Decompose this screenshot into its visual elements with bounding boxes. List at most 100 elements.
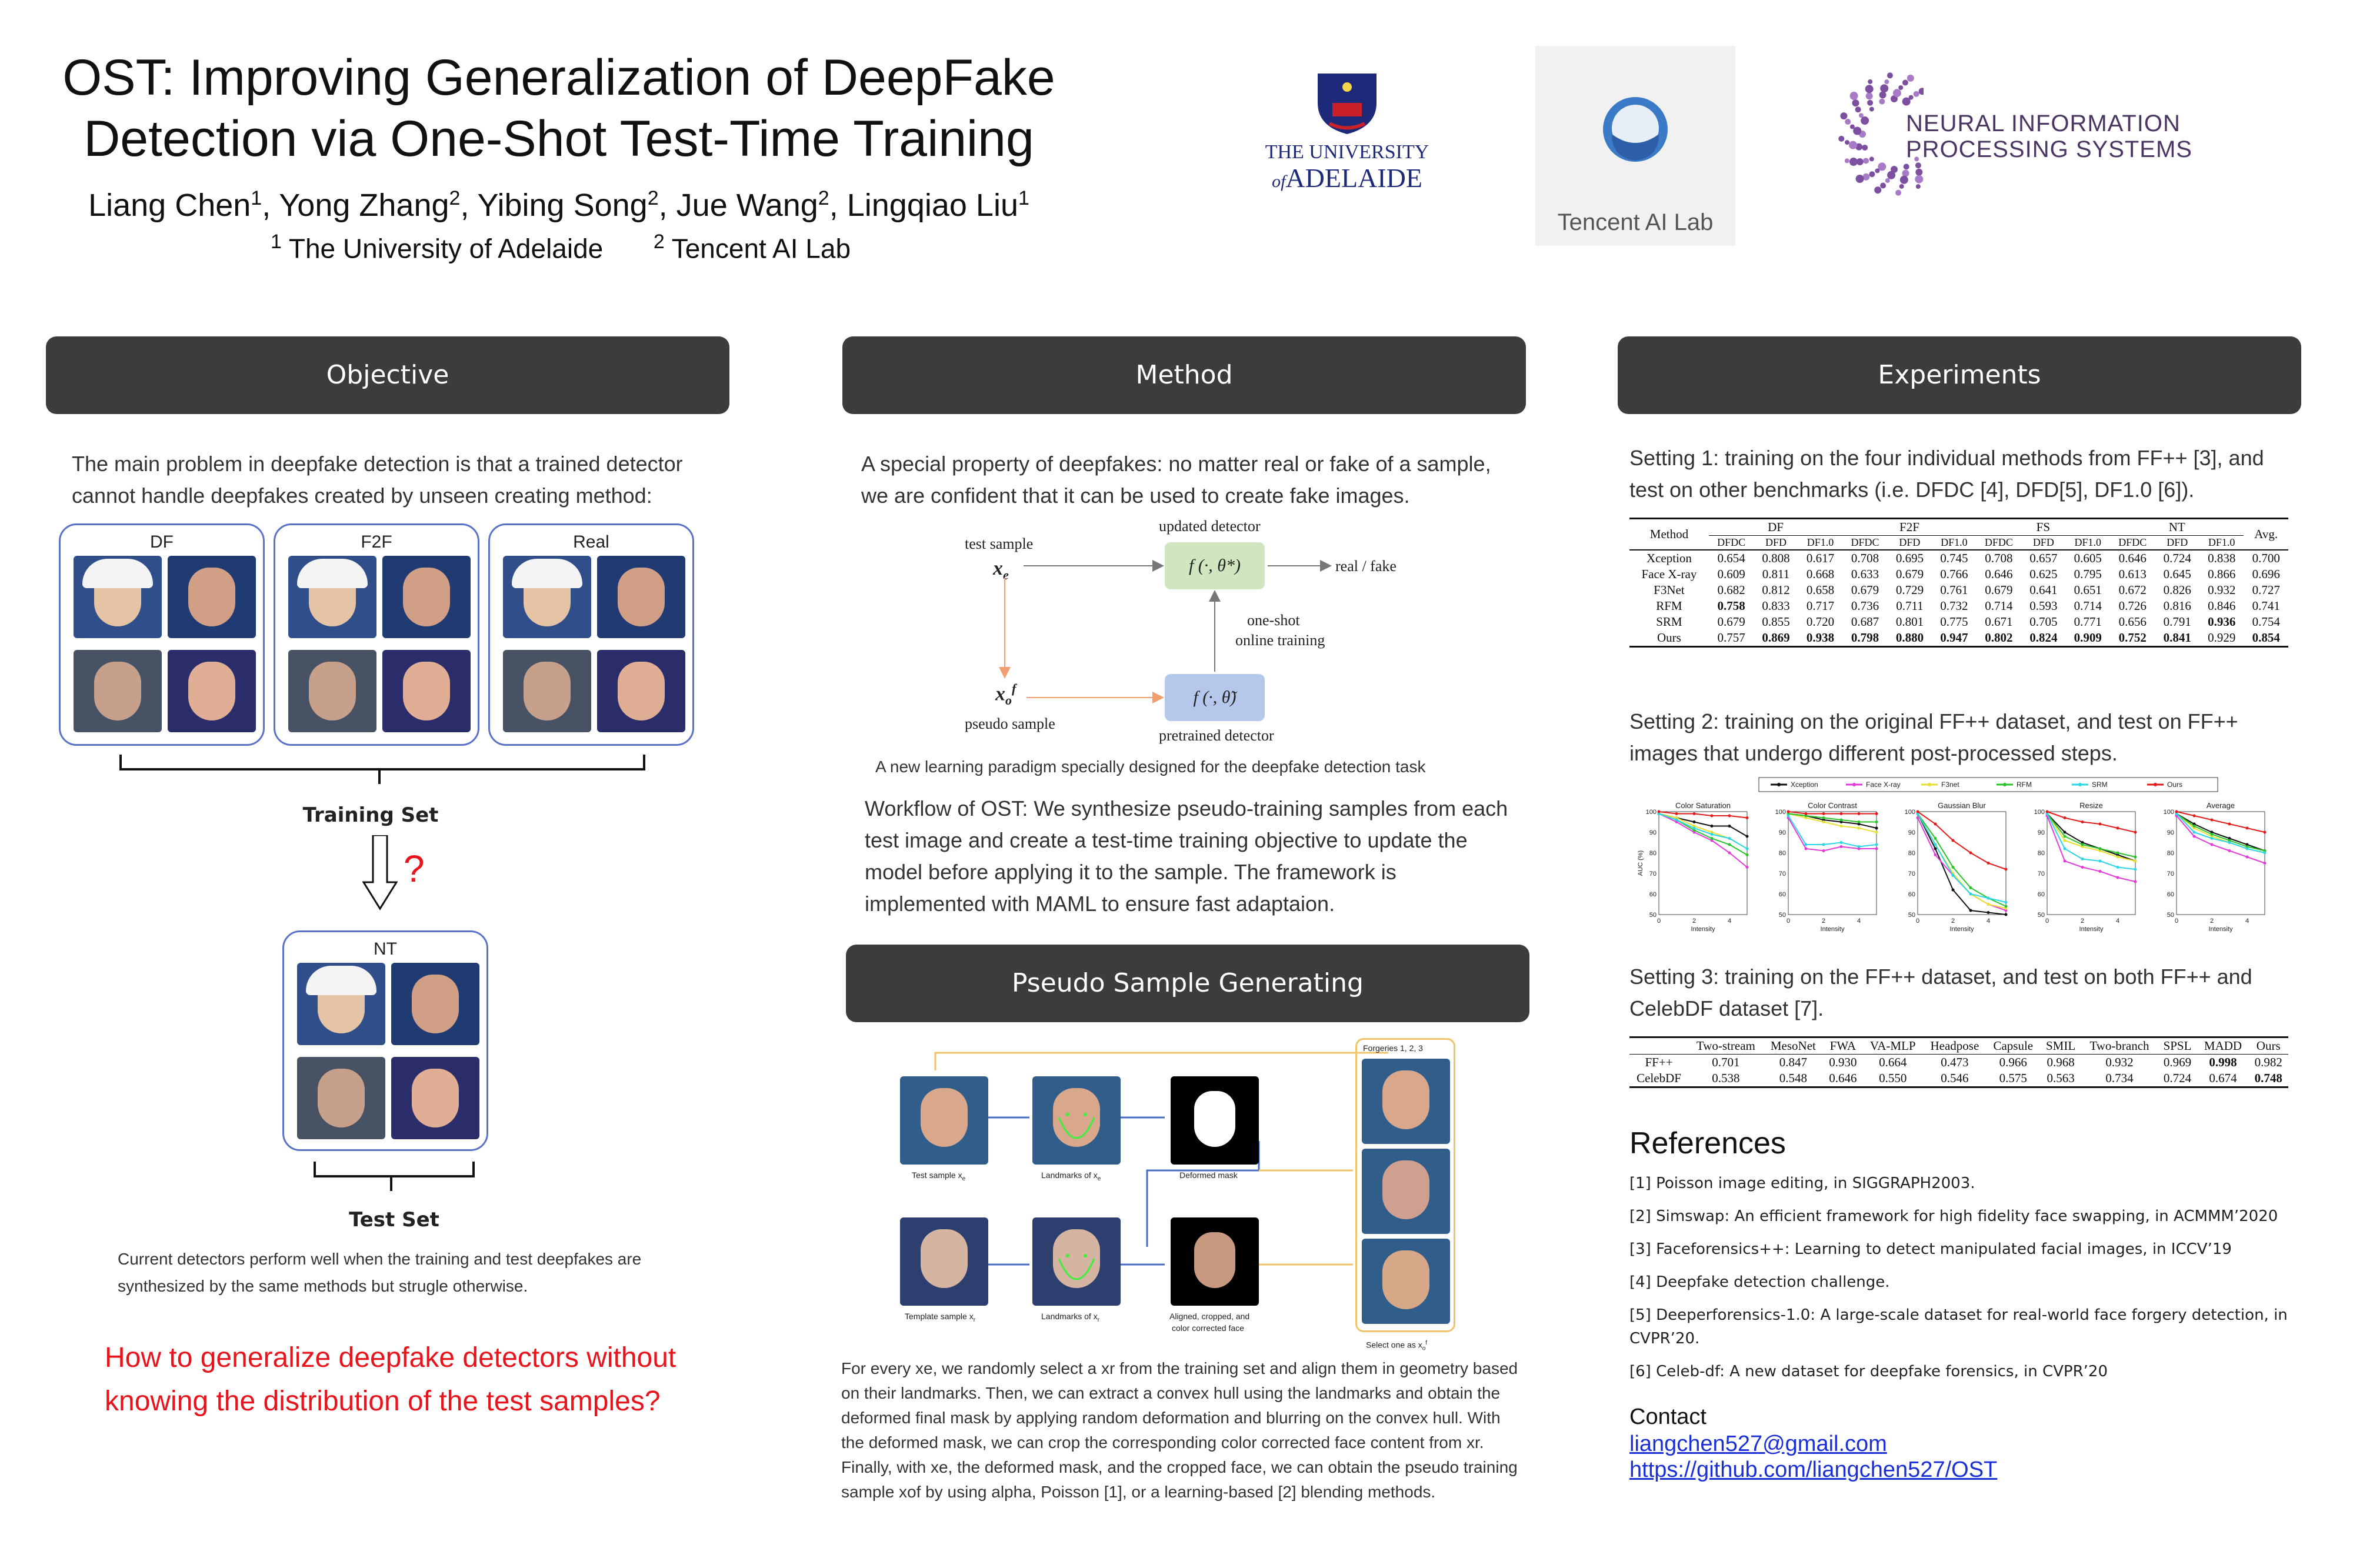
forgeries-box: Forgeries 1, 2, 3 — [1355, 1038, 1455, 1332]
y-tick-label: 70 — [1908, 870, 1915, 878]
lbl-landmarks-e-sub: e — [1097, 1175, 1101, 1182]
series-point — [1710, 837, 1714, 840]
y-tick-label: 60 — [2038, 891, 2045, 898]
neurips-dot — [1895, 189, 1902, 196]
neurips-dot — [1869, 156, 1874, 162]
series-point — [1675, 818, 1678, 822]
objective-intro: The main problem in deepfake detection i… — [72, 452, 683, 508]
series-point — [1934, 853, 1937, 856]
series-point — [2228, 837, 2231, 840]
t1-cell: 0.736 — [1851, 599, 1879, 613]
y-tick-label: 60 — [1649, 891, 1657, 898]
neurips-dot — [1863, 158, 1869, 164]
adelaide-line1: THE UNIVERSITY — [1265, 141, 1429, 163]
t3-cell: 0.548 — [1779, 1071, 1807, 1085]
legend-label: SRM — [2092, 780, 2108, 789]
t1-cell: 0.812 — [1762, 583, 1790, 597]
series-line — [2047, 813, 2136, 862]
test-face-image — [297, 963, 385, 1045]
series-point — [2228, 839, 2231, 842]
series-point — [2134, 868, 2137, 871]
t1-cell: 0.700 — [2252, 551, 2280, 565]
series-point — [1951, 888, 1955, 892]
lbl-test-sub: e — [962, 1175, 966, 1182]
series-point — [1822, 818, 1825, 822]
adelaide-logo: THE UNIVERSITY ofADELAIDE — [1265, 71, 1429, 200]
t3-cell: 0.538 — [1712, 1071, 1740, 1085]
t3-col-header: MADD — [2204, 1039, 2242, 1053]
series-point — [1675, 816, 1678, 819]
series-line — [1788, 813, 1877, 823]
author-name: Liang Chen — [88, 188, 251, 223]
group-label-f2f: F2F — [361, 532, 392, 552]
series-line — [1788, 811, 1877, 815]
panel-frame — [1658, 811, 1748, 915]
t3-cell: 0.968 — [2047, 1055, 2075, 1069]
train-face-image — [597, 556, 685, 638]
t3-cell: 0.550 — [1879, 1071, 1907, 1085]
t1-cell: 0.929 — [2208, 630, 2236, 645]
series-line — [1788, 815, 1877, 848]
poster-title: OST: Improving Generalization of DeepFak… — [47, 47, 1071, 169]
t1-sub-header: DFD — [2167, 536, 2188, 548]
series-point — [2192, 822, 2196, 826]
series-line — [1917, 813, 2007, 915]
legend-box — [1758, 777, 2218, 792]
t1-cell: 0.808 — [1762, 551, 1790, 565]
panel-frame — [1917, 811, 2007, 915]
t3-cell: 0.969 — [2163, 1055, 2192, 1069]
t1-cell: 0.909 — [2074, 630, 2102, 645]
neurips-dot — [1874, 186, 1882, 194]
author-affil-sup: 2 — [449, 187, 461, 209]
group-label-real: Real — [573, 532, 609, 552]
x-axis-label: Intensity — [1821, 926, 1845, 933]
t1-cell: 0.679 — [1895, 567, 1924, 581]
series-point — [1951, 874, 1955, 877]
t1-row-name: RFM — [1656, 599, 1682, 613]
t1-sub-header: DFD — [1765, 536, 1787, 548]
series-point — [2116, 851, 2119, 855]
t1-cell: 0.791 — [2163, 615, 2191, 629]
t1-cell: 0.866 — [2208, 567, 2236, 581]
test-face-image — [391, 1057, 479, 1139]
t1-sub-header: DFDC — [1717, 536, 1746, 548]
neurips-dot — [1879, 98, 1885, 105]
t1-sub-header: DF1.0 — [2074, 536, 2102, 548]
github-link[interactable]: https://github.com/liangchen527/OST — [1629, 1457, 1998, 1482]
series-point — [1875, 847, 1878, 850]
question-mark: ? — [404, 848, 425, 890]
series-point — [1745, 853, 1749, 856]
series-point — [1728, 837, 1731, 840]
title-line-1: OST: Improving Generalization of DeepFak… — [62, 49, 1055, 106]
t3-cell: 0.724 — [2163, 1071, 2192, 1085]
series-point — [1822, 820, 1825, 823]
t3-cell: 0.473 — [1941, 1055, 1969, 1069]
series-line — [1658, 813, 1748, 849]
panel-title: Gaussian Blur — [1938, 801, 1986, 810]
series-point — [1787, 812, 1790, 815]
t1-cell: 0.646 — [2118, 551, 2147, 565]
test-face-image — [297, 1057, 385, 1139]
series-point — [1692, 826, 1696, 830]
y-tick-label: 70 — [1779, 870, 1786, 878]
neurips-dot — [1902, 79, 1908, 86]
series-point — [1857, 845, 1861, 848]
series-point — [2210, 830, 2214, 834]
series-point — [2192, 830, 2196, 834]
t1-row-name: Ours — [1657, 630, 1681, 645]
series-point — [1787, 814, 1790, 818]
group-df: DF — [59, 523, 265, 746]
diagram-caption: A new learning paradigm specially design… — [875, 758, 1426, 776]
affil2: Tencent AI Lab — [671, 233, 851, 264]
series-point — [1657, 812, 1661, 815]
t3-cell: 0.982 — [2254, 1055, 2282, 1069]
series-point — [1857, 847, 1861, 850]
lbl-deformed-mask: Deformed mask — [1179, 1170, 1238, 1180]
neurips-dot — [1915, 168, 1923, 176]
x-axis-label: Intensity — [1950, 926, 1974, 933]
t1-cell: 0.771 — [2074, 615, 2102, 629]
t1-cell: 0.672 — [2118, 583, 2147, 597]
affiliations: 1 The University of Adelaide 2 Tencent A… — [271, 231, 918, 264]
series-point — [1728, 814, 1731, 818]
contact-email-link[interactable]: liangchen527@gmail.com — [1629, 1432, 1887, 1456]
